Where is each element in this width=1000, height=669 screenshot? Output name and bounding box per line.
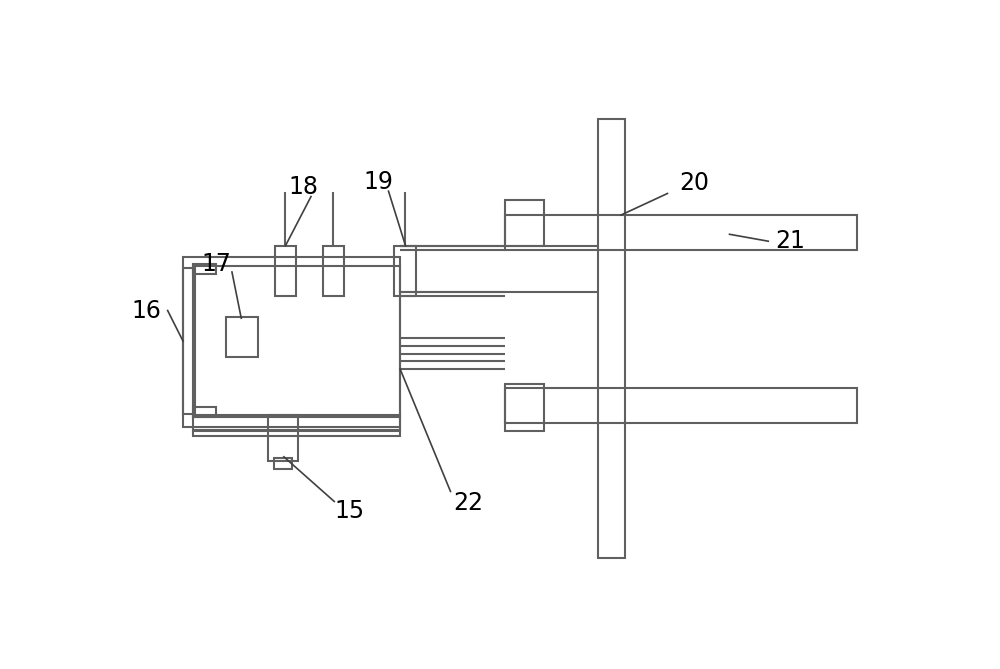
- Bar: [505, 199, 544, 246]
- Bar: [274, 458, 292, 469]
- Bar: [394, 246, 416, 296]
- Text: 19: 19: [363, 170, 393, 194]
- Text: 20: 20: [680, 171, 710, 195]
- Bar: [193, 264, 216, 274]
- Bar: [275, 246, 296, 296]
- Bar: [598, 119, 625, 558]
- Text: 18: 18: [288, 175, 318, 199]
- Text: 16: 16: [132, 298, 162, 322]
- Bar: [323, 246, 344, 296]
- Bar: [505, 385, 544, 431]
- Bar: [183, 268, 195, 415]
- Text: 22: 22: [453, 491, 483, 515]
- Bar: [505, 215, 857, 250]
- Bar: [193, 415, 400, 431]
- Bar: [268, 415, 298, 462]
- Bar: [193, 266, 400, 417]
- Bar: [193, 407, 216, 417]
- Text: 21: 21: [775, 229, 805, 253]
- Bar: [226, 317, 258, 357]
- Text: 17: 17: [202, 252, 231, 276]
- Bar: [505, 388, 857, 423]
- Text: 15: 15: [335, 498, 365, 522]
- Bar: [193, 430, 400, 436]
- Bar: [183, 258, 400, 427]
